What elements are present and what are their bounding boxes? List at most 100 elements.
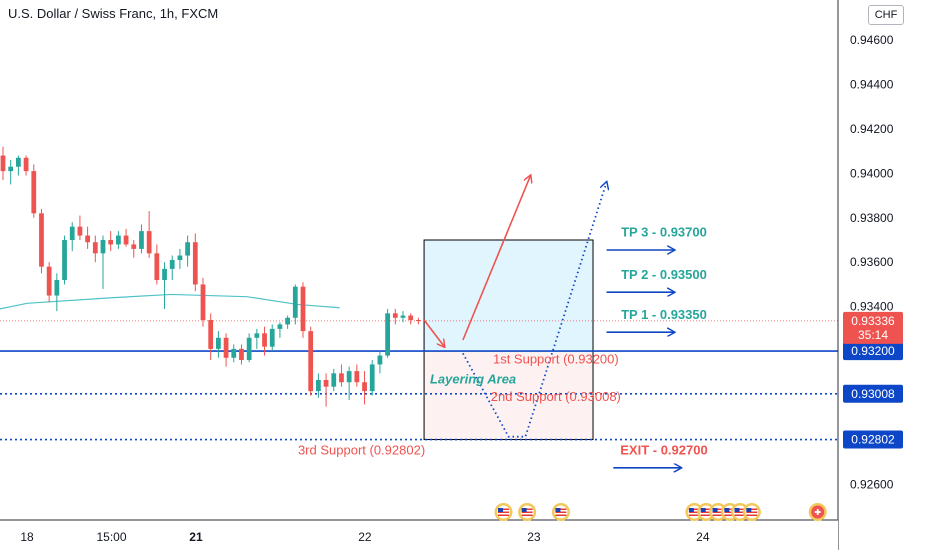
event-icon-flag[interactable] bbox=[518, 503, 537, 521]
candle[interactable] bbox=[85, 226, 90, 249]
candle[interactable] bbox=[285, 315, 290, 329]
candle-body bbox=[85, 235, 90, 243]
candle[interactable] bbox=[254, 328, 260, 349]
candle-body bbox=[39, 213, 44, 267]
candle[interactable] bbox=[0, 146, 6, 180]
candle-body bbox=[100, 240, 106, 254]
candle[interactable] bbox=[269, 324, 275, 352]
candle[interactable] bbox=[108, 231, 114, 252]
candle-body bbox=[192, 242, 198, 285]
candle[interactable] bbox=[139, 224, 144, 254]
candle-body bbox=[185, 242, 190, 256]
candle-body bbox=[215, 337, 221, 349]
candle-body bbox=[54, 280, 60, 296]
candle-body bbox=[177, 255, 183, 260]
flag-icon-stripe bbox=[724, 511, 736, 513]
candle[interactable] bbox=[46, 262, 52, 303]
candle-body bbox=[385, 313, 390, 356]
price-axis-bg bbox=[838, 0, 932, 550]
candle[interactable] bbox=[77, 215, 83, 240]
candle-body bbox=[354, 371, 360, 383]
candle[interactable] bbox=[131, 240, 137, 258]
support-label-1: 1st Support (0.93200) bbox=[493, 351, 619, 366]
candle[interactable] bbox=[92, 235, 98, 263]
flag-icon-stripe bbox=[734, 511, 746, 513]
candle[interactable] bbox=[69, 222, 75, 252]
candle-body bbox=[146, 231, 152, 254]
time-tick-label: 22 bbox=[358, 530, 372, 544]
candle[interactable] bbox=[162, 262, 167, 309]
zone-2 bbox=[424, 351, 594, 440]
flag-icon-canton bbox=[497, 508, 503, 512]
candle[interactable] bbox=[23, 155, 29, 176]
candle[interactable] bbox=[146, 211, 152, 258]
candle[interactable] bbox=[39, 208, 44, 274]
candle-body bbox=[69, 226, 75, 240]
currency-button[interactable]: CHF bbox=[868, 5, 904, 25]
candle-body bbox=[408, 315, 414, 320]
event-icon-flag[interactable] bbox=[494, 503, 513, 521]
candle[interactable] bbox=[415, 317, 421, 325]
candle[interactable] bbox=[315, 373, 321, 398]
candle[interactable] bbox=[339, 364, 344, 387]
candle[interactable] bbox=[8, 160, 14, 185]
flag-icon-canton bbox=[555, 508, 561, 512]
candle[interactable] bbox=[308, 326, 314, 396]
candle[interactable] bbox=[215, 331, 221, 358]
candle[interactable] bbox=[177, 248, 183, 269]
candle[interactable] bbox=[246, 333, 252, 363]
candle[interactable] bbox=[292, 284, 298, 325]
candle[interactable] bbox=[100, 235, 106, 289]
candle[interactable] bbox=[185, 235, 190, 267]
target-label-3: TP 1 - 0.93350 bbox=[621, 307, 707, 322]
candle[interactable] bbox=[392, 308, 398, 325]
candle[interactable] bbox=[123, 228, 129, 247]
candle-body bbox=[169, 260, 175, 269]
candle[interactable] bbox=[231, 344, 237, 363]
flag-icon-stripe bbox=[712, 514, 724, 516]
candle[interactable] bbox=[262, 326, 267, 356]
candle[interactable] bbox=[331, 368, 337, 392]
candle-body bbox=[292, 286, 298, 318]
candle[interactable] bbox=[169, 255, 175, 280]
candle-body bbox=[269, 328, 275, 347]
candle[interactable] bbox=[277, 322, 283, 338]
chart-title: U.S. Dollar / Swiss Franc, 1h, FXCM bbox=[8, 6, 219, 21]
event-icon-alert[interactable] bbox=[808, 503, 827, 521]
candle[interactable] bbox=[15, 155, 21, 176]
candle[interactable] bbox=[62, 235, 67, 285]
candle[interactable] bbox=[354, 364, 360, 387]
candle[interactable] bbox=[369, 360, 375, 396]
flag-icon-stripe bbox=[746, 511, 758, 513]
flag-icon-canton bbox=[700, 508, 706, 512]
candle[interactable] bbox=[200, 277, 206, 327]
price-tick-label: 0.94600 bbox=[850, 33, 894, 47]
candle[interactable] bbox=[346, 366, 352, 400]
candle[interactable] bbox=[377, 351, 383, 374]
support-label-3: 3rd Support (0.92802) bbox=[298, 442, 425, 457]
candle[interactable] bbox=[400, 311, 406, 323]
candle-body bbox=[108, 240, 114, 245]
event-icon-flag[interactable] bbox=[742, 503, 761, 521]
flag-icon-stripe bbox=[497, 511, 509, 513]
candle[interactable] bbox=[323, 373, 329, 407]
candle[interactable] bbox=[362, 371, 367, 405]
target-label-1: TP 3 - 0.93700 bbox=[621, 225, 707, 240]
candle[interactable] bbox=[54, 273, 60, 312]
candle[interactable] bbox=[408, 313, 414, 325]
candle-body bbox=[300, 286, 306, 332]
candle[interactable] bbox=[239, 344, 244, 365]
candle-body bbox=[400, 315, 406, 318]
candle[interactable] bbox=[192, 233, 198, 292]
candle[interactable] bbox=[154, 244, 160, 285]
candle-body bbox=[323, 380, 329, 387]
candle[interactable] bbox=[385, 308, 390, 358]
candle[interactable] bbox=[300, 282, 306, 338]
event-icon-flag[interactable] bbox=[551, 503, 570, 521]
candle[interactable] bbox=[31, 164, 37, 218]
candle[interactable] bbox=[208, 313, 214, 360]
candle[interactable] bbox=[115, 231, 121, 249]
candle[interactable] bbox=[223, 333, 229, 367]
